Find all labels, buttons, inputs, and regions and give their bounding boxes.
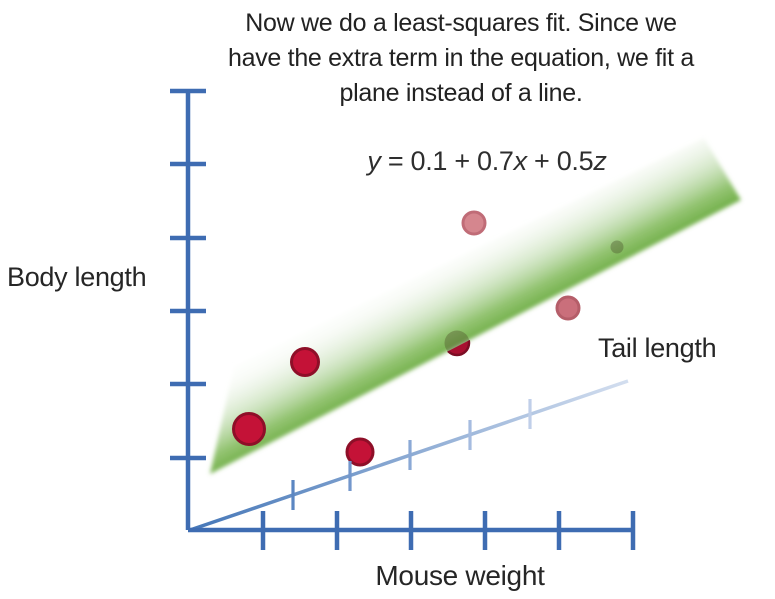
equation-segment: x xyxy=(513,146,528,176)
equation-segment: + 0.5 xyxy=(526,146,594,176)
equation-segment: z xyxy=(593,146,607,176)
equation-segment: = 0.1 + 0.7 xyxy=(380,146,514,176)
title-line-3: plane instead of a line. xyxy=(339,79,583,107)
equation-segment: y xyxy=(367,146,381,176)
figure-title: Now we do a least-squares fit. Since we … xyxy=(160,6,762,111)
fitted-plane-surface xyxy=(210,138,741,474)
x-axis-label: Mouse weight xyxy=(375,560,545,591)
title-line-1: Now we do a least-squares fit. Since we xyxy=(245,9,677,37)
z-axis-label: Tail length xyxy=(598,333,717,363)
point-pink-mid xyxy=(555,295,581,321)
point-pink-high xyxy=(461,210,487,236)
y-axis-label: Body length xyxy=(7,262,147,292)
point-smudge xyxy=(610,240,624,254)
point-front-1 xyxy=(290,347,320,377)
point-front-3 xyxy=(345,437,375,467)
fit-equation: y = 0.1 + 0.7x + 0.5z xyxy=(287,146,687,177)
point-front-2 xyxy=(232,412,266,446)
title-line-2: have the extra term in the equation, we … xyxy=(228,44,694,72)
